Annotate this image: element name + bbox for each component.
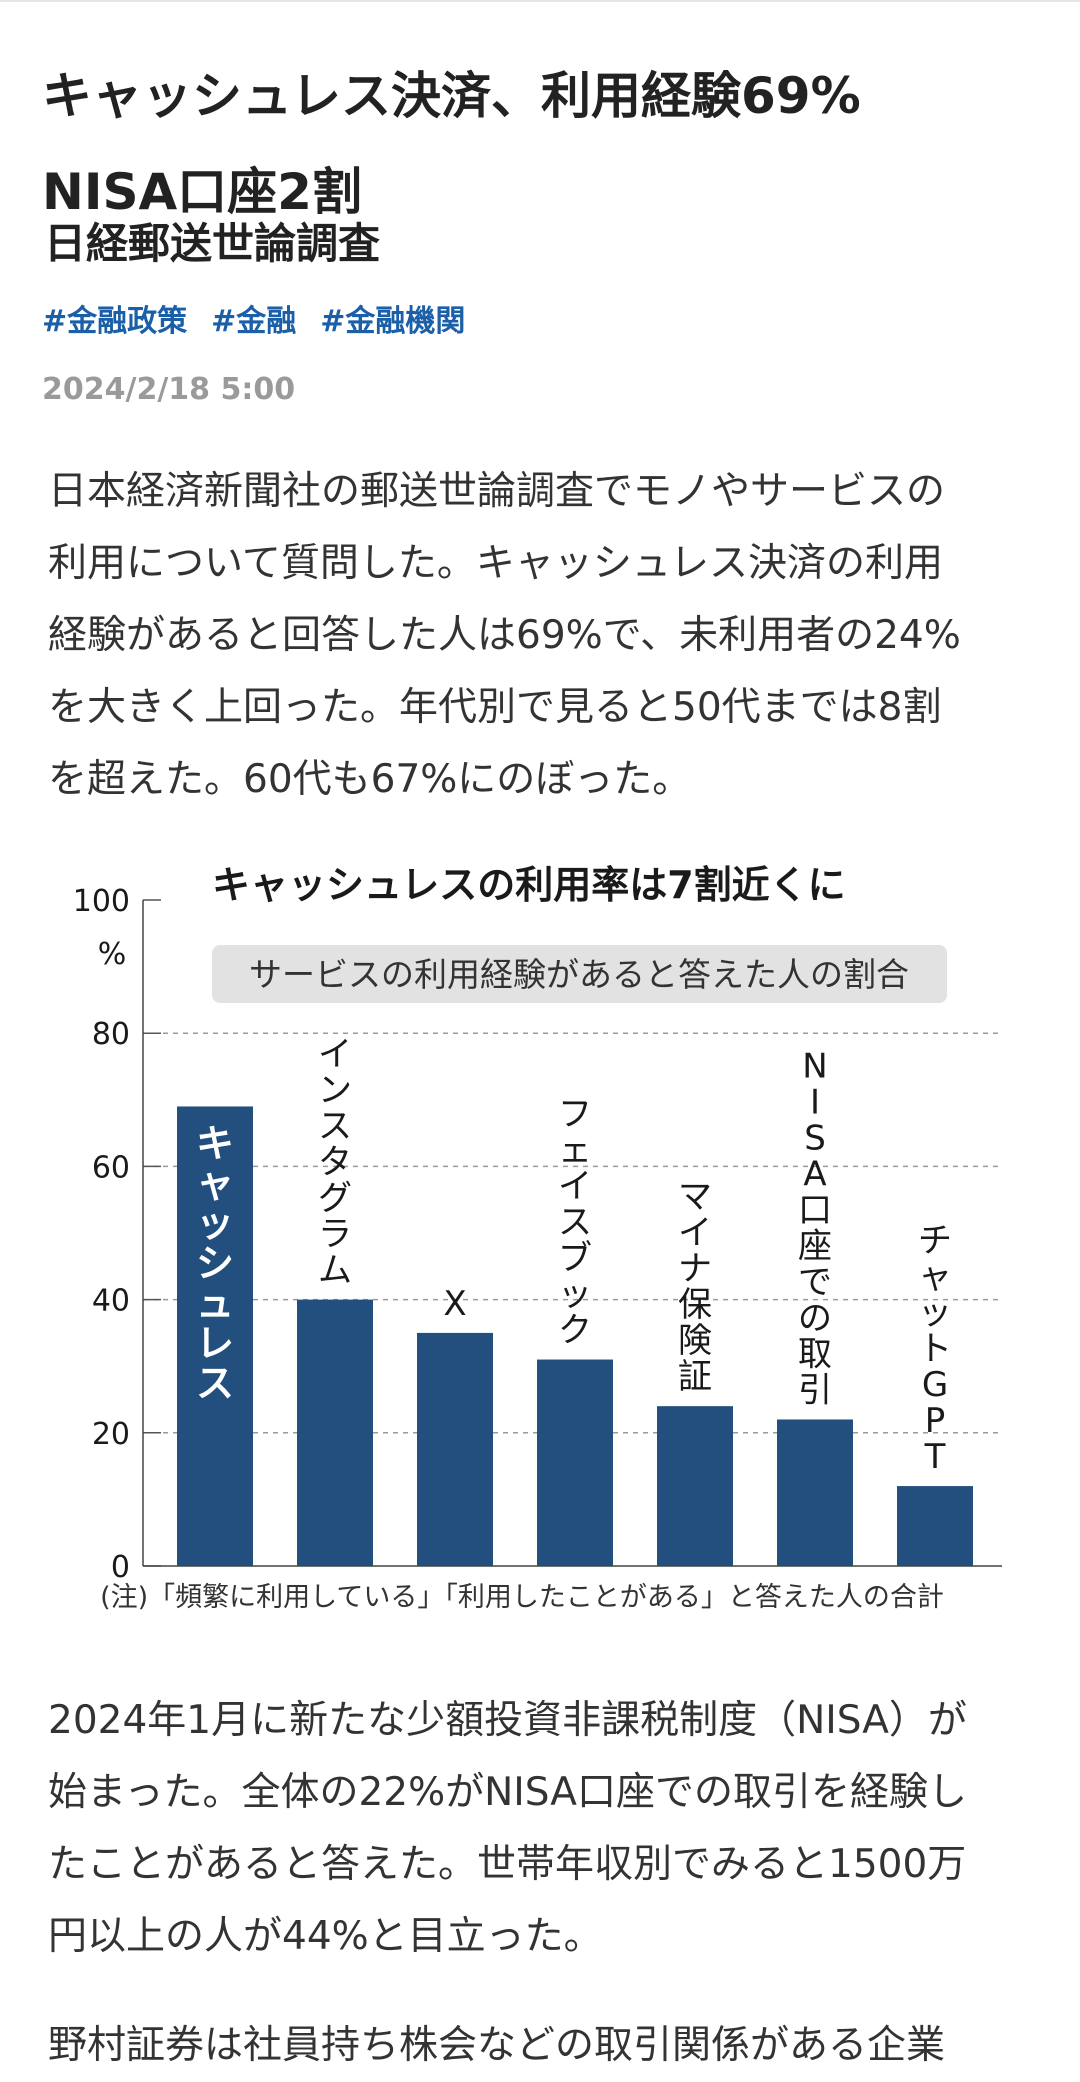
paragraph-line: 始まった。全体の22%がNISA口座での取引を経験し xyxy=(48,1770,967,1815)
paragraph-line: 2024年1月に新たな少額投資非課税制度（NISA）が xyxy=(48,1698,967,1743)
bar-label: X xyxy=(443,1284,466,1324)
headline-line-2: NISA口座2割 xyxy=(42,163,362,221)
subheadline: 日経郵送世論調査 xyxy=(44,219,381,268)
y-tick-label: 100 xyxy=(73,884,130,919)
bar xyxy=(417,1332,493,1566)
publish-date: 2024/2/18 5:00 xyxy=(42,372,296,407)
paragraph-line: 利用について質問した。キャッシュレス決済の利用 xyxy=(48,541,944,586)
bar xyxy=(657,1406,733,1566)
paragraph-2: 2024年1月に新たな少額投資非課税制度（NISA）が 始まった。全体の22%が… xyxy=(48,1685,1038,1973)
bar-label: マイナ保険証 xyxy=(678,1177,712,1397)
chart-subtitle: サービスの利用経験があると答えた人の割合 xyxy=(249,955,909,994)
paragraph-line: 日本経済新聞社の郵送世論調査でモノやサービスの xyxy=(48,469,946,514)
bar xyxy=(897,1486,973,1566)
headline: キャッシュレス決済、利用経験69% NISA口座2割 xyxy=(42,48,1042,240)
y-tick-label: 60 xyxy=(92,1150,130,1185)
bar-label: キャッシュレス xyxy=(196,1121,234,1405)
paragraph-1: 日本経済新聞社の郵送世論調査でモノやサービスの 利用について質問した。キャッシュ… xyxy=(48,456,1038,816)
paragraph-line: 円以上の人が44%と目立った。 xyxy=(48,1914,603,1959)
tag-link-finance[interactable]: #金融 xyxy=(211,304,297,339)
bar-label: インスタグラム xyxy=(318,1035,352,1291)
bar xyxy=(177,1106,253,1566)
tag-link-monetary-policy[interactable]: #金融政策 xyxy=(42,304,188,339)
paragraph-line: 経験があると回答した人は69%で、未利用者の24% xyxy=(48,613,961,658)
y-tick-label: 20 xyxy=(92,1417,130,1452)
chart-figure[interactable]: キャッシュレスの利用率は7割近くにサービスの利用経験があると答えた人の割合 0 20… xyxy=(62,850,1022,1630)
chart-note: (注)「頻繁に利用している」「利用したことがある」と答えた人の合計 xyxy=(100,1582,944,1613)
bar xyxy=(777,1419,853,1566)
bar-label: フェイスブック xyxy=(558,1095,592,1351)
chart-title: キャッシュレスの利用率は7割近くに xyxy=(212,863,846,907)
y-tick-label: 80 xyxy=(92,1017,130,1052)
bar-label: チャット G P T xyxy=(918,1221,952,1477)
paragraph-line: を大きく上回った。年代別で見ると50代までは8割 xyxy=(48,685,942,730)
y-unit-label: % xyxy=(98,937,127,972)
top-divider xyxy=(0,0,1080,2)
chart-subtitle-box xyxy=(212,945,947,1003)
tag-link-financial-institutions[interactable]: #金融機関 xyxy=(320,304,466,339)
headline-line-1: キャッシュレス決済、利用経験69% xyxy=(42,67,861,125)
bar-label: N I S A 口座での取引 xyxy=(798,1046,832,1410)
bar xyxy=(297,1299,373,1566)
paragraph-line: たことがあると答えた。世帯年収別でみると1500万 xyxy=(48,1842,967,1887)
y-tick-label: 40 xyxy=(92,1284,130,1319)
bar xyxy=(537,1359,613,1566)
paragraph-line: を超えた。60代も67%にのぼった。 xyxy=(48,757,692,802)
paragraph-line: 野村証券は社員持ち株会などの取引関係がある企業 xyxy=(48,2023,946,2068)
tag-list: #金融政策 #金融 #金融機関 xyxy=(42,300,465,344)
paragraph-3: 野村証券は社員持ち株会などの取引関係がある企業 xyxy=(48,2010,1038,2082)
y-tick-label: 0 xyxy=(111,1550,130,1585)
